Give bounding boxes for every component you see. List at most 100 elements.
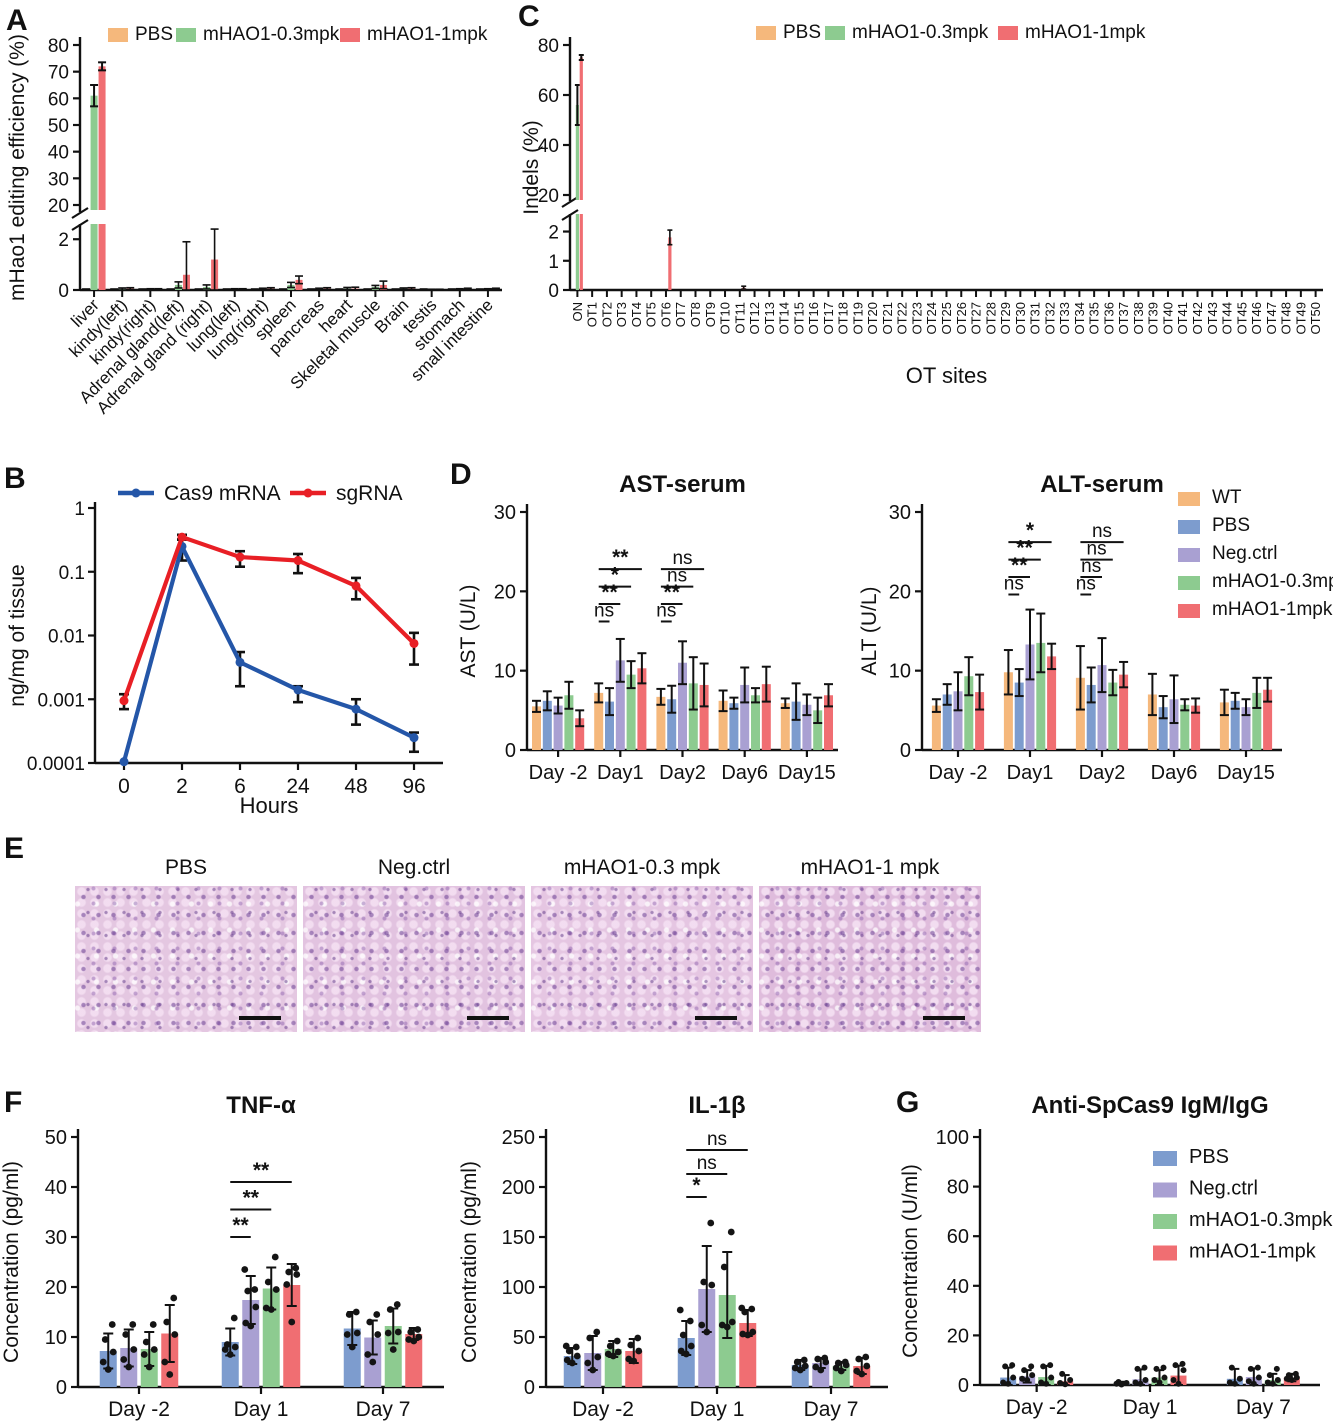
scale-bar [239,1016,281,1020]
svg-text:mHao1 editing efficiency (%): mHao1 editing efficiency (%) [6,34,29,301]
svg-text:ns: ns [672,548,692,569]
svg-text:OT4: OT4 [629,302,644,327]
svg-text:OT49: OT49 [1293,302,1308,335]
svg-text:30: 30 [48,169,69,190]
svg-text:80: 80 [538,36,559,57]
svg-text:OT34: OT34 [1072,302,1087,335]
svg-text:0: 0 [900,740,911,762]
svg-text:Hours: Hours [240,793,299,818]
svg-text:AST-serum: AST-serum [619,471,746,498]
svg-text:IL-1β: IL-1β [688,1092,745,1119]
histology-label: Neg.ctrl [377,856,451,879]
svg-text:ns: ns [1087,539,1107,560]
svg-text:ns: ns [1076,574,1096,595]
histology-negctrl: Neg.ctrl [303,828,525,1043]
svg-text:0: 0 [118,775,130,798]
svg-text:mHAO1-0.3mpk: mHAO1-0.3mpk [203,24,340,45]
svg-text:OT33: OT33 [1057,302,1072,335]
svg-text:Concentration (pg/ml): Concentration (pg/ml) [0,1161,23,1363]
svg-text:0: 0 [524,1377,535,1399]
svg-text:OT39: OT39 [1146,302,1161,335]
svg-text:OT26: OT26 [954,302,969,335]
panel-label-f: F [4,1086,23,1119]
svg-text:20: 20 [889,581,911,603]
svg-text:OT25: OT25 [939,302,954,335]
alt-serum-bar-chart: ALT-serum ALT (U/L) 0 10 20 30 Day -2 Day1 Day2 D… [850,462,1333,822]
svg-text:Day -2: Day -2 [1006,1396,1068,1419]
svg-text:0: 0 [958,1375,969,1397]
svg-text:OT9: OT9 [703,302,718,327]
svg-text:1: 1 [74,499,85,520]
svg-text:OT7: OT7 [673,302,688,327]
svg-text:OT43: OT43 [1205,302,1220,335]
histology-03mpk: mHAO1-0.3 mpk [531,828,753,1043]
indels-ot-sites-bar-chart: Indels (%) 20 40 60 80 0 1 2 ON OT1 OT2 OT3 OT4 OT5 OT… [518,0,1333,415]
svg-text:250: 250 [502,1127,535,1149]
svg-text:150: 150 [502,1227,535,1249]
svg-text:ns: ns [594,600,614,621]
svg-text:20: 20 [45,1277,67,1299]
svg-text:mHAO1-1mpk: mHAO1-1mpk [1189,1241,1317,1263]
svg-text:Day -2: Day -2 [529,762,588,784]
svg-text:0: 0 [56,1377,67,1399]
svg-text:OT11: OT11 [732,302,747,334]
anti-spcas9-bar-chart: Anti-SpCas9 IgM/IgG Concentration (U/ml) 0… [899,1085,1333,1427]
svg-text:mHAO1-0.3mpk: mHAO1-0.3mpk [1189,1209,1333,1231]
svg-text:OT3: OT3 [614,302,629,327]
svg-text:Day6: Day6 [1151,762,1198,784]
svg-text:OT18: OT18 [836,302,851,335]
svg-text:WT: WT [1212,487,1242,508]
svg-text:100: 100 [502,1277,535,1299]
histology-pbs: PBS [75,828,297,1043]
svg-text:Concentration (U/ml): Concentration (U/ml) [900,1164,922,1358]
svg-text:OT47: OT47 [1264,302,1279,335]
svg-text:OT35: OT35 [1087,302,1102,335]
svg-text:6: 6 [234,775,246,798]
svg-text:30: 30 [889,502,911,524]
svg-text:40: 40 [48,143,69,164]
svg-text:OT42: OT42 [1190,302,1205,335]
svg-text:200: 200 [502,1177,535,1199]
svg-text:Day1: Day1 [597,762,644,784]
svg-text:TNF-α: TNF-α [226,1092,296,1119]
svg-text:OT20: OT20 [865,302,880,335]
svg-text:AST (U/L): AST (U/L) [457,585,480,678]
svg-text:mHAO1-1mpk: mHAO1-1mpk [1025,22,1146,43]
svg-text:OT31: OT31 [1028,302,1043,335]
svg-text:**: ** [243,1187,260,1210]
svg-text:40: 40 [45,1177,67,1199]
svg-text:ALT-serum: ALT-serum [1040,471,1164,498]
svg-text:Day15: Day15 [778,762,836,784]
svg-text:OT29: OT29 [998,302,1013,335]
svg-text:0.001: 0.001 [37,690,85,711]
histology-image [531,886,753,1032]
tnf-alpha-bar-chart: TNF-α Concentration (pg/ml) 0 10 20 30 40 50 Day… [0,1085,458,1427]
svg-text:Neg.ctrl: Neg.ctrl [1212,543,1277,564]
svg-text:Day2: Day2 [659,762,706,784]
svg-text:Day2: Day2 [1079,762,1126,784]
svg-text:OT6: OT6 [658,302,673,327]
svg-text:*: * [692,1174,701,1197]
svg-text:80: 80 [48,36,69,57]
svg-text:OT14: OT14 [777,302,792,335]
svg-text:2: 2 [176,775,188,798]
svg-text:OT17: OT17 [821,302,836,335]
svg-text:Day 7: Day 7 [1236,1396,1291,1419]
editing-efficiency-bar-chart: mHao1 editing efficiency (%) 20 30 40 50 60 70… [0,0,510,467]
svg-text:mHAO1-1mpk: mHAO1-1mpk [367,24,488,45]
svg-text:**: ** [253,1159,270,1182]
svg-text:Day 7: Day 7 [804,1398,859,1421]
svg-text:OT28: OT28 [983,302,998,335]
svg-text:70: 70 [48,63,69,84]
svg-text:PBS: PBS [1212,515,1250,536]
rna-tissue-line-chart: ng/mg of tissue 1 0.1 0.01 0.001 0.0001 0 2 6 24 4… [0,463,455,828]
svg-text:OT5: OT5 [644,302,659,327]
svg-text:OT41: OT41 [1175,302,1190,335]
svg-text:60: 60 [947,1226,969,1248]
svg-text:24: 24 [286,775,310,798]
scale-bar [923,1016,965,1020]
svg-text:OT46: OT46 [1249,302,1264,335]
svg-text:1: 1 [548,252,559,273]
svg-text:Day15: Day15 [1217,762,1275,784]
